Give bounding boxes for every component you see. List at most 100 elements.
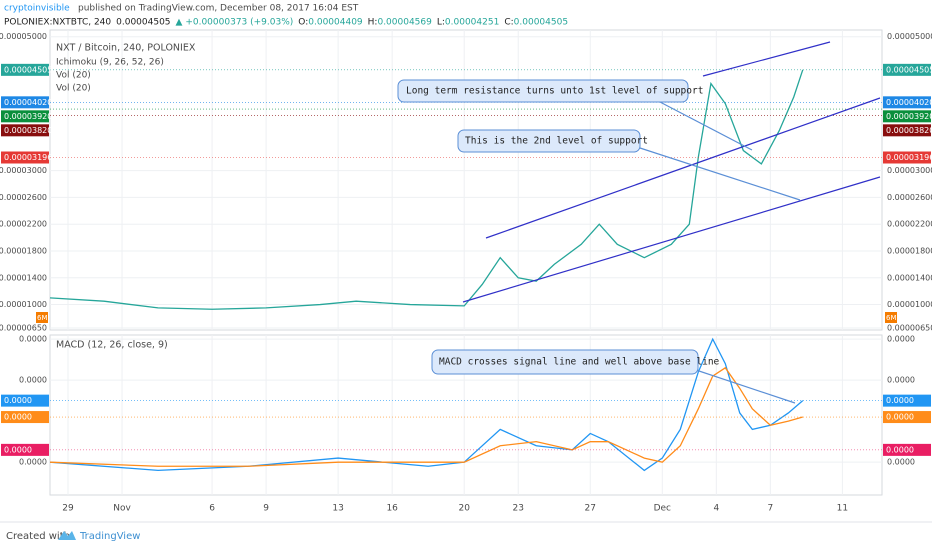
price-badge: [883, 394, 931, 407]
indicator: Vol (20): [56, 71, 91, 81]
header-text: POLONIEX:NXTBTC, 240: [4, 18, 111, 28]
series-line: [49, 69, 804, 310]
price-badge-label: 0.00003820: [4, 126, 52, 135]
annotation-box: [457, 129, 641, 153]
x-tick-label: 29: [62, 504, 74, 514]
price-badge: [883, 110, 931, 123]
published: published on TradingView.com, December 0…: [78, 4, 359, 14]
y-tick-label: 0.00003000: [0, 166, 47, 175]
x-tick-label: 9: [263, 504, 269, 514]
y-tick-label: 0.0000: [887, 458, 915, 467]
annotation-box: [431, 349, 699, 375]
x-tick-label: 7: [767, 504, 773, 514]
header-text: 0.00004505: [116, 18, 170, 28]
y-tick-label: 0.00002600: [887, 193, 932, 202]
y-tick-label: 0.00003000: [887, 166, 932, 175]
x-tick-label: Nov: [113, 504, 131, 514]
price-badge-label: 0.0000: [886, 396, 914, 405]
ohlc-label: H:: [368, 18, 378, 28]
pointer: [639, 101, 801, 404]
x-tick-label: 13: [332, 504, 343, 514]
x-tick-label: 6: [209, 504, 215, 514]
annotation-text: MACD crosses signal line and well above …: [439, 357, 720, 368]
y-tick-label: 0.00001800: [0, 246, 47, 255]
price-badge-label: 0.00003196: [4, 153, 52, 162]
price-badge: [883, 411, 931, 424]
price-badge: [1, 411, 49, 424]
trend-lines: [462, 41, 881, 303]
price-badge-label: 0.0000: [886, 413, 914, 422]
trend-line: [485, 97, 881, 239]
author: cryptoinvisible: [4, 4, 70, 14]
y-tick-label: 0.00001000: [887, 300, 932, 309]
price-badge: [883, 443, 931, 456]
y-tick-label: 0.0000: [19, 335, 47, 344]
price-badge: [1, 110, 49, 123]
volume-label: 6M: [886, 314, 897, 322]
trend-line: [462, 176, 881, 303]
ohlc-label: C:: [504, 18, 513, 28]
x-tick-label: Dec: [654, 504, 671, 514]
price-badge-label: 0.0000: [886, 445, 914, 454]
price-badge-label: 0.00003196: [886, 153, 932, 162]
y-tick-label: 0.00002200: [887, 220, 932, 229]
price-badge-label: 0.00004020: [886, 98, 932, 107]
price-badge: [1, 63, 49, 76]
ohlc-label: L:: [437, 18, 445, 28]
y-tick-label: 0.0000: [887, 376, 915, 385]
y-tick-label: 0.00000650: [887, 323, 932, 332]
y-tick-label: 0.0000: [19, 458, 47, 467]
price-badge-label: 0.0000: [4, 396, 32, 405]
price-badge-label: 0.00003820: [886, 126, 932, 135]
annotation-box: [397, 79, 689, 103]
y-tick-label: 0.00005000: [0, 32, 47, 41]
x-tick-label: 20: [458, 504, 470, 514]
price-badge: [883, 124, 931, 137]
header-text: 0.00004409: [308, 18, 363, 28]
macd-pane: [49, 334, 883, 496]
annotation-text: Long term resistance turns unto 1st leve…: [406, 86, 703, 97]
price-badge: [1, 124, 49, 137]
price-badge-label: 0.00004020: [4, 98, 52, 107]
indicator: Vol (20): [56, 84, 91, 94]
price-badge: [1, 96, 49, 109]
price-badge-label: 0.00004505: [886, 65, 932, 74]
annotation-pointers: [639, 101, 801, 404]
annotation: Long term resistance turns unto 1st leve…: [397, 79, 703, 103]
price-badge: [1, 443, 49, 456]
x-tick-label: 23: [512, 504, 523, 514]
x-tick-label: 27: [585, 504, 596, 514]
volume-badge: [885, 312, 897, 323]
header-text: 0.00004569: [377, 18, 432, 28]
pane-title: MACD (12, 26, close, 9): [56, 340, 168, 351]
footer-text: Created with: [6, 531, 70, 542]
indicator: Ichimoku (9, 26, 52, 26): [56, 58, 164, 68]
volume-label: 6M: [37, 314, 48, 322]
symbol-line: POLONIEX:NXTBTC, 240 0.00004505 ▲ +0.00000…: [4, 18, 568, 28]
price-badge-label: 0.0000: [4, 413, 32, 422]
y-tick-label: 0.00002200: [0, 220, 47, 229]
volume-badge: [36, 312, 48, 323]
price-badge-label: 0.00003920: [4, 112, 52, 121]
y-tick-label: 0.00005000: [887, 32, 932, 41]
header-text: 0.00004505: [514, 18, 568, 28]
price-badge: [883, 96, 931, 109]
annotation-text: This is the 2nd level of support: [465, 136, 648, 147]
price-badge-label: 0.0000: [4, 445, 32, 454]
header-text: ▲ +0.00000373 (+9.03%): [176, 18, 294, 28]
y-tick-label: 0.00000650: [0, 323, 47, 332]
x-tick-label: 16: [386, 504, 398, 514]
price-badge-label: 0.00003920: [886, 112, 932, 121]
ohlc-label: O:: [298, 18, 308, 28]
y-tick-label: 0.00002600: [0, 193, 47, 202]
y-tick-label: 0.00001400: [887, 273, 932, 282]
price-badge: [883, 63, 931, 76]
header-text: 0.00004251: [445, 18, 499, 28]
logo: [58, 531, 76, 540]
y-tick-label: 0.00001000: [0, 300, 47, 309]
price-pane: [49, 29, 883, 331]
y-tick-label: 0.00001400: [0, 273, 47, 282]
y-tick-label: 0.0000: [887, 335, 915, 344]
price-badge: [883, 151, 931, 164]
price-badge-label: 0.00004505: [4, 65, 52, 74]
